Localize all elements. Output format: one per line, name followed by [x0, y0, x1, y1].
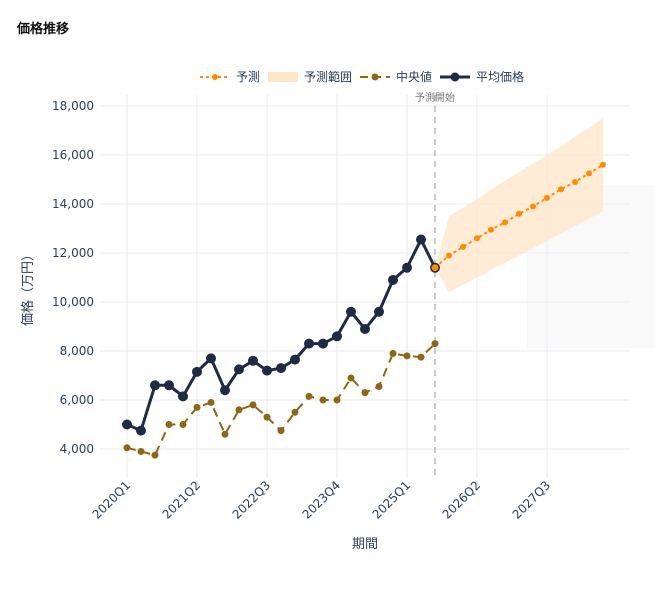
- median-point: [263, 413, 271, 421]
- median-point: [123, 444, 131, 452]
- x-tick-label: 2027Q3: [510, 478, 554, 522]
- legend-band-label: 予測範囲: [304, 69, 352, 84]
- y-tick-label: 4,000: [60, 442, 94, 456]
- average-point: [360, 323, 370, 334]
- forecast-point: [474, 235, 480, 242]
- chart-title: 価格推移: [17, 22, 70, 37]
- average-point: [304, 338, 314, 349]
- median-point: [221, 430, 229, 438]
- median-point: [249, 401, 257, 409]
- median-point: [291, 408, 299, 416]
- legend-forecast-marker: [212, 74, 218, 80]
- median-point: [137, 447, 145, 455]
- forecast-band: [435, 118, 603, 293]
- forecast-point: [544, 194, 550, 201]
- average-point: [276, 363, 286, 374]
- median-point: [277, 427, 285, 435]
- average-point: [290, 354, 300, 365]
- y-tick-label: 18,000: [52, 99, 94, 113]
- median-point: [305, 392, 313, 400]
- x-tick-label: 2026Q2: [440, 478, 484, 522]
- median-point: [179, 421, 187, 428]
- median-point: [361, 389, 369, 397]
- y-tick-label: 6,000: [60, 393, 94, 407]
- y-tick-label: 12,000: [52, 246, 94, 260]
- legend-forecast-label: 予測: [236, 70, 260, 84]
- median-point: [165, 421, 173, 428]
- legend-average-label: 平均価格: [476, 69, 524, 84]
- x-tick-label: 2025Q1: [370, 478, 414, 522]
- y-axis-title: 価格（万円）: [20, 248, 36, 326]
- forecast-point: [530, 203, 536, 210]
- median-point: [333, 396, 341, 404]
- average-point: [346, 306, 356, 317]
- forecast-point: [558, 186, 564, 193]
- annotation-label: 予測開始: [415, 91, 455, 104]
- median-point: [151, 451, 159, 459]
- average-point: [248, 355, 258, 366]
- forecast-point: [446, 252, 452, 259]
- median-point: [235, 406, 243, 414]
- forecast-point: [572, 178, 578, 185]
- median-line: [126, 342, 436, 457]
- legend-median-label: 中央値: [396, 69, 432, 84]
- average-point: [150, 380, 160, 391]
- y-tick-label: 16,000: [52, 148, 94, 162]
- average-point: [262, 365, 272, 376]
- median-point: [417, 353, 425, 361]
- x-tick-label: 2021Q2: [160, 478, 204, 522]
- average-point: [388, 274, 398, 285]
- forecast-point: [430, 263, 440, 273]
- average-point: [122, 419, 132, 430]
- forecast-point: [488, 226, 494, 233]
- median-point: [193, 403, 201, 411]
- legend-average-marker: [450, 72, 460, 82]
- forecast-point: [502, 219, 508, 226]
- x-axis-title: 期間: [352, 537, 378, 552]
- median-point: [319, 396, 327, 404]
- average-point: [332, 331, 342, 342]
- average-point: [164, 380, 174, 391]
- median-point: [403, 352, 411, 360]
- y-tick-label: 14,000: [52, 197, 94, 211]
- forecast-point: [586, 170, 592, 177]
- average-point: [178, 391, 188, 402]
- median-point: [431, 340, 439, 348]
- average-point: [192, 366, 202, 377]
- median-point: [207, 398, 215, 406]
- average-point: [416, 234, 426, 245]
- average-point: [136, 425, 146, 436]
- median-point: [389, 349, 397, 357]
- median-point: [347, 374, 355, 382]
- forecast-point: [600, 161, 606, 168]
- average-point: [318, 338, 328, 349]
- average-point: [374, 306, 384, 317]
- x-tick-label: 2020Q1: [90, 478, 134, 522]
- average-point: [234, 364, 244, 375]
- average-point: [220, 385, 230, 396]
- x-tick-label: 2022Q3: [230, 478, 274, 522]
- legend-median-marker: [371, 73, 379, 81]
- average-line: [126, 236, 437, 433]
- forecast-point: [460, 243, 466, 250]
- legend-band-swatch: [268, 72, 298, 82]
- average-point: [206, 353, 216, 364]
- median-point: [375, 383, 383, 391]
- y-tick-label: 8,000: [60, 344, 94, 358]
- y-tick-label: 10,000: [52, 295, 94, 309]
- forecast-point: [516, 210, 522, 217]
- x-tick-label: 2023Q4: [300, 478, 344, 522]
- average-point: [402, 262, 412, 273]
